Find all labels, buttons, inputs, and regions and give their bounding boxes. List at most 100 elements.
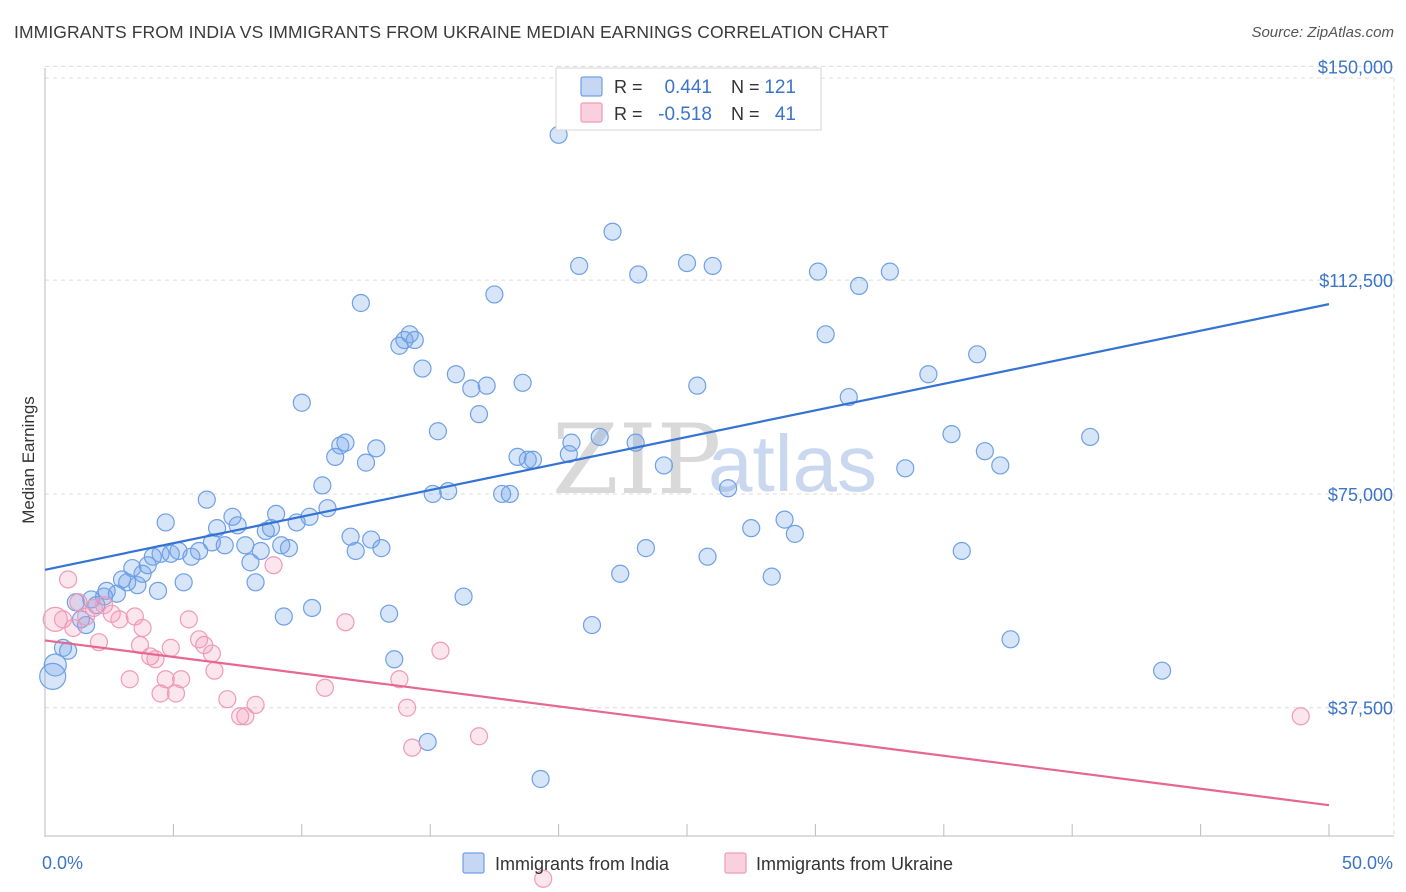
ukraine-point [246, 695, 265, 714]
india-point [405, 330, 424, 350]
india-point [582, 615, 602, 635]
india-point [1152, 661, 1172, 680]
ukraine-point [205, 661, 224, 680]
ukraine-point [336, 613, 355, 632]
india-point [523, 450, 543, 469]
watermark-atlas: atlas [708, 419, 877, 508]
india-point [246, 573, 265, 592]
india-point [215, 536, 234, 555]
india-point [148, 581, 168, 600]
x-tick-label-0: 0.0% [42, 853, 83, 873]
india-point [762, 567, 781, 586]
y-axis-title: Median Earnings [19, 396, 38, 524]
legend-box: R = 0.441 N = 121 R = -0.518 N = 41 [555, 67, 822, 131]
india-point [1081, 427, 1100, 447]
india-point [138, 556, 157, 575]
legend-ukraine-r-label: R = [614, 104, 643, 124]
ukraine-point [390, 670, 409, 689]
india-point [279, 539, 299, 558]
india-point [816, 325, 835, 344]
ukraine-point [120, 670, 139, 689]
india-point [518, 450, 537, 469]
ukraine-trend-line [44, 639, 1330, 807]
india-point [590, 427, 609, 447]
india-point [118, 573, 137, 592]
legend-ukraine-n-value: 41 [775, 104, 796, 125]
india-point [636, 539, 656, 558]
india-point [197, 490, 216, 509]
india-point [839, 387, 858, 407]
india-point [742, 519, 761, 538]
india-point [341, 527, 360, 546]
legend-india-swatch [580, 76, 603, 97]
india-point [570, 256, 589, 276]
bottom-legend: Immigrants from India Immigrants from Uk… [462, 852, 953, 874]
y-tick-label-3: $37,500 [1328, 699, 1393, 719]
india-point [43, 653, 67, 677]
india-point [189, 541, 209, 561]
india-point [302, 598, 322, 618]
india-point [236, 536, 255, 555]
india-point [156, 513, 175, 532]
india-point [356, 453, 376, 472]
india-point [991, 456, 1010, 475]
india-point [952, 541, 971, 561]
series-india-points [39, 111, 1172, 789]
bottom-legend-ukraine-swatch [724, 852, 747, 874]
india-point [677, 253, 697, 273]
india-point [880, 262, 899, 281]
ukraine-point [469, 727, 489, 746]
india-point [123, 558, 142, 578]
india-point [428, 422, 448, 441]
india-point [128, 576, 147, 595]
india-point [919, 365, 938, 384]
india-point [331, 436, 350, 455]
india-point [531, 769, 550, 789]
x-tick-labels: 0.0% 50.0% [42, 853, 1393, 873]
india-point [292, 393, 311, 412]
india-point [418, 732, 437, 752]
ukraine-point [59, 570, 78, 589]
india-point [39, 662, 67, 690]
india-point [477, 376, 496, 395]
india-point [462, 379, 481, 398]
ukraine-point [156, 670, 175, 689]
india-point [775, 510, 794, 529]
india-point [942, 424, 961, 444]
india-point [454, 587, 473, 606]
legend-india-r-value: 0.441 [664, 77, 712, 98]
chart-source: Source: ZipAtlas.com [1251, 24, 1394, 41]
india-point [603, 222, 622, 241]
ukraine-point [431, 641, 450, 660]
ukraine-point [202, 644, 222, 663]
ukraine-point [161, 638, 180, 657]
y-tick-label-2: $75,000 [1328, 485, 1393, 505]
ukraine-point [1291, 707, 1310, 726]
ukraine-point [42, 606, 68, 632]
india-point [718, 479, 738, 498]
india-point [395, 330, 414, 350]
series-ukraine-points [42, 556, 1310, 888]
india-point [562, 433, 581, 452]
watermark: ZIP atlas [552, 404, 877, 516]
india-point [367, 439, 386, 458]
y-tick-label-1: $112,500 [1319, 271, 1393, 291]
ukraine-point [315, 678, 335, 697]
bottom-legend-india-swatch [462, 852, 485, 874]
ukraine-point [189, 630, 209, 649]
ukraine-point [172, 670, 191, 689]
bottom-legend-india-label: Immigrants from India [495, 854, 670, 874]
india-point [654, 456, 673, 475]
ukraine-point [64, 618, 83, 638]
legend-ukraine-swatch [580, 102, 603, 123]
india-point [107, 584, 127, 603]
india-point [508, 447, 527, 467]
india-point [446, 365, 465, 384]
india-point [351, 293, 370, 313]
ukraine-point [403, 738, 422, 757]
ukraine-point [179, 610, 198, 629]
india-point [400, 325, 419, 344]
india-point [968, 345, 987, 364]
india-point [318, 499, 337, 518]
